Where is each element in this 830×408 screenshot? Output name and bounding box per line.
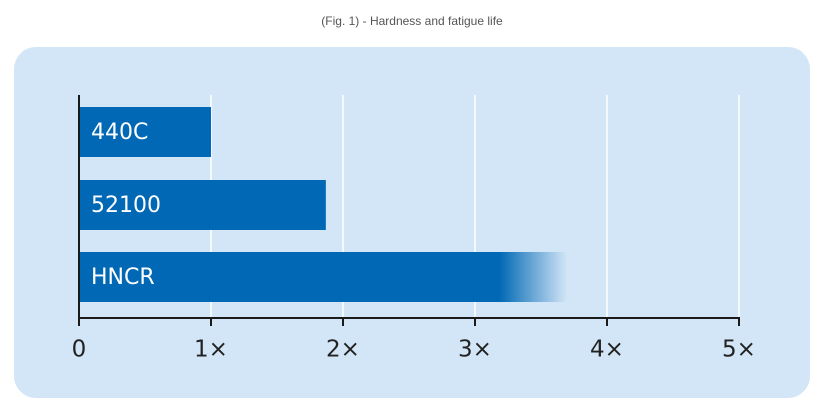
x-tick-label: 4× [590,337,624,363]
x-tick-label: 0 [72,337,87,363]
bar [79,107,211,157]
category-label: 440C [91,120,148,145]
panel [14,47,810,398]
bar [79,252,568,302]
category-label: 52100 [91,193,161,218]
bar [79,180,326,230]
x-tick-label: 2× [326,337,360,363]
x-tick-label: 3× [458,337,492,363]
category-label: HNCR [91,265,155,290]
x-tick-label: 5× [722,337,756,363]
chart-title: (Fig. 1) - Hardness and fatigue life [321,14,503,28]
x-tick-label: 1× [194,337,228,363]
